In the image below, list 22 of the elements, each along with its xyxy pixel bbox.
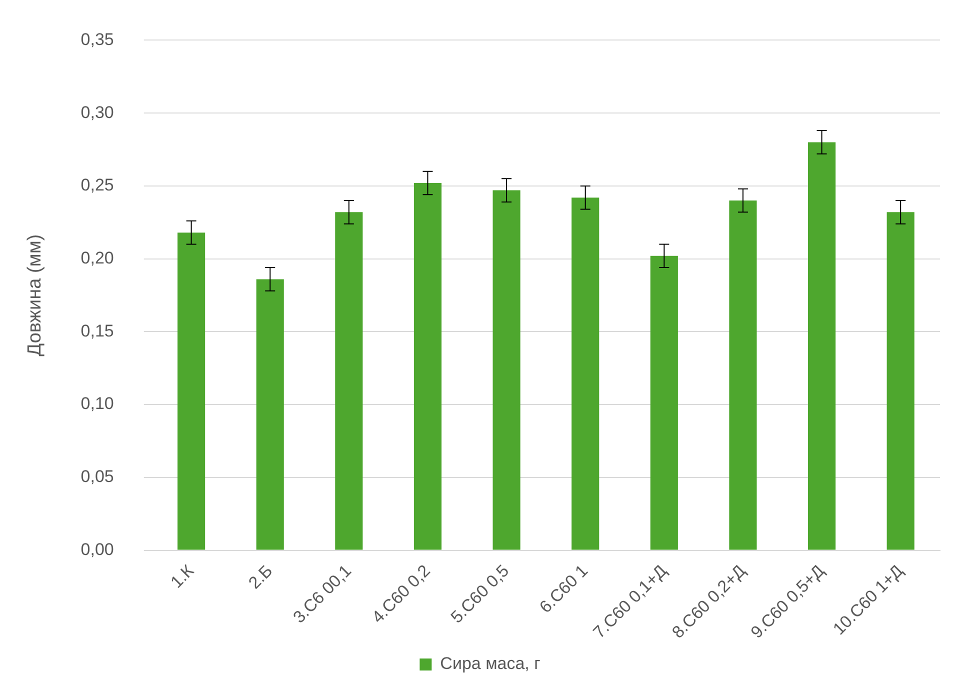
x-tick-label: 2.Б: [244, 561, 276, 593]
y-tick-label: 0,35: [80, 30, 114, 49]
bar: [808, 142, 836, 550]
legend-label: Сира маса, г: [440, 654, 540, 674]
y-tick-label: 0,05: [80, 467, 114, 486]
y-tick-label: 0,25: [80, 176, 114, 195]
x-tick-label: 1.К: [166, 561, 198, 592]
bar: [886, 212, 914, 550]
bar: [650, 256, 678, 550]
y-tick-label: 0,00: [80, 540, 114, 559]
y-axis-title: Довжина (мм): [24, 234, 46, 356]
bar: [256, 279, 284, 550]
y-tick-label: 0,10: [80, 394, 114, 414]
bar: [492, 190, 520, 550]
bar: [572, 198, 600, 550]
y-tick-label: 0,30: [80, 102, 114, 122]
y-tick-label: 0,20: [80, 248, 114, 268]
bar: [414, 183, 442, 550]
y-tick-label: 0,15: [80, 321, 114, 340]
bar: [178, 232, 206, 550]
bar: [335, 212, 363, 550]
bar: [729, 200, 757, 550]
